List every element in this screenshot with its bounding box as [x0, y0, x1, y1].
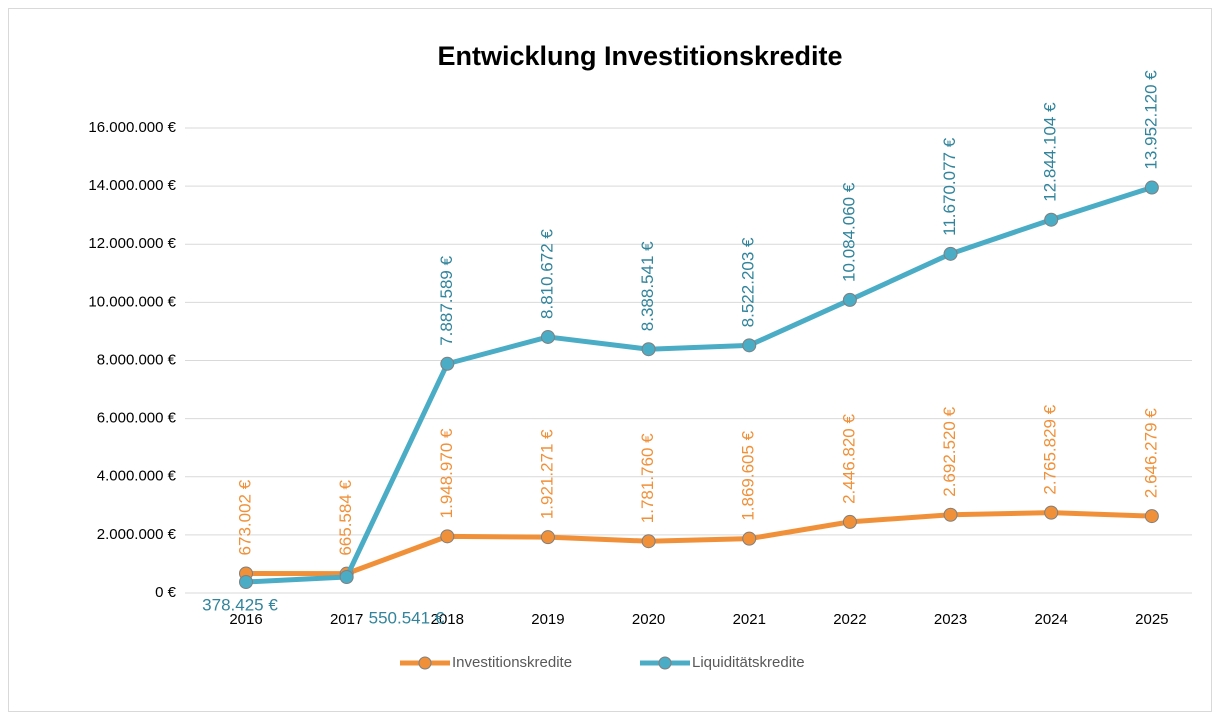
y-tick-label: 12.000.000 €: [88, 235, 176, 252]
point-marker: [943, 507, 958, 522]
point-marker: [440, 356, 455, 371]
x-tick-label: 2025: [1135, 611, 1168, 628]
x-tick-label: 2016: [229, 611, 262, 628]
data-label: 2.446.820 €: [839, 414, 858, 504]
y-tick-label: 4.000.000 €: [97, 468, 177, 485]
data-label: 378.425 €: [202, 595, 278, 614]
x-tick-label: 2022: [833, 611, 866, 628]
point-marker: [742, 531, 757, 546]
y-tick-label: 10.000.000 €: [88, 293, 176, 310]
point-marker: [1044, 212, 1059, 227]
chart-title: Entwicklung Investitionskredite: [437, 41, 842, 71]
data-label: 1.781.760 €: [638, 433, 657, 523]
legend-marker: [418, 656, 432, 670]
point-marker: [1144, 180, 1159, 195]
y-tick-label: 14.000.000 €: [88, 177, 176, 194]
x-tick-label: 2020: [632, 611, 665, 628]
data-label: 1.948.970 €: [437, 428, 456, 518]
point-marker: [641, 342, 656, 357]
data-label: 10.084.060 €: [839, 182, 858, 282]
point-marker: [440, 529, 455, 544]
point-marker: [540, 530, 555, 545]
point-marker: [1144, 509, 1159, 524]
data-label: 2.646.279 €: [1141, 408, 1160, 498]
point-marker: [943, 246, 958, 261]
x-tick-label: 2023: [934, 611, 967, 628]
y-tick-label: 6.000.000 €: [97, 410, 177, 427]
x-tick-label: 2021: [733, 611, 766, 628]
data-label: 8.522.203 €: [739, 237, 758, 327]
data-label: 2.692.520 €: [940, 406, 959, 496]
data-label: 13.952.120 €: [1141, 70, 1160, 170]
data-label: 1.869.605 €: [739, 430, 758, 520]
data-label: 665.584 €: [336, 479, 355, 555]
y-tick-label: 16.000.000 €: [88, 119, 176, 136]
point-marker: [239, 575, 253, 590]
data-label: 8.388.541 €: [638, 241, 657, 331]
data-label: 8.810.672 €: [537, 229, 556, 319]
data-label: 7.887.589 €: [437, 255, 456, 345]
data-label: 673.002 €: [235, 479, 254, 555]
data-label: 11.670.077 €: [940, 137, 959, 236]
y-tick-label: 8.000.000 €: [97, 351, 177, 368]
legend-marker: [658, 656, 672, 670]
point-marker: [742, 338, 757, 353]
data-label: 1.921.271 €: [537, 429, 556, 519]
x-tick-label: 2024: [1035, 611, 1068, 628]
y-tick-label: 2.000.000 €: [97, 526, 177, 543]
legend-label: Liquiditätskredite: [692, 654, 805, 671]
legend-label: Investitionskredite: [452, 654, 572, 671]
point-marker: [641, 534, 656, 549]
series-line: [245, 185, 1153, 585]
data-label: 550.541 €: [369, 608, 445, 627]
point-marker: [540, 329, 555, 344]
point-marker: [842, 514, 857, 529]
data-label: 2.765.829 €: [1041, 404, 1060, 494]
x-tick-label: 2018: [431, 611, 464, 628]
point-marker: [339, 569, 354, 584]
y-tick-label: 0 €: [155, 584, 177, 601]
point-marker: [842, 292, 857, 307]
x-tick-label: 2019: [531, 611, 564, 628]
series-line: [245, 510, 1152, 577]
x-tick-label: 2017: [330, 611, 363, 628]
point-marker: [1044, 505, 1059, 520]
data-label: 12.844.104 €: [1041, 102, 1060, 202]
